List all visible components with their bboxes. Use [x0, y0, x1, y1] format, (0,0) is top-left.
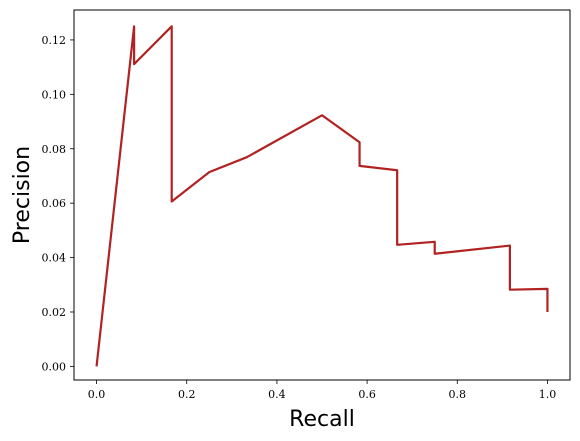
x-tick-label: 0.6: [358, 388, 376, 401]
precision-recall-line: [95, 25, 549, 367]
y-axis-label: Precision: [10, 146, 35, 244]
series-layer: [95, 25, 549, 367]
y-tick-label: 0.02: [42, 306, 67, 319]
y-tick-label: 0.12: [42, 34, 67, 47]
x-axis-ticks: 0.0 0.2 0.4 0.6 0.8 1.0: [88, 380, 556, 401]
x-axis-label: Recall: [289, 407, 355, 432]
y-tick-label: 0.06: [42, 197, 67, 210]
plot-area: [73, 9, 571, 381]
y-tick-label: 0.00: [42, 360, 67, 373]
x-tick-label: 0.0: [88, 388, 106, 401]
y-tick-label: 0.04: [42, 252, 67, 265]
x-tick-label: 1.0: [539, 388, 557, 401]
x-tick-label: 0.8: [449, 388, 467, 401]
x-tick-label: 0.2: [178, 388, 196, 401]
x-tick-label: 0.4: [268, 388, 286, 401]
y-tick-label: 0.08: [42, 143, 67, 156]
y-axis-ticks: 0.00 0.02 0.04 0.06 0.08 0.10 0.12: [42, 34, 74, 373]
y-tick-label: 0.10: [42, 88, 67, 101]
